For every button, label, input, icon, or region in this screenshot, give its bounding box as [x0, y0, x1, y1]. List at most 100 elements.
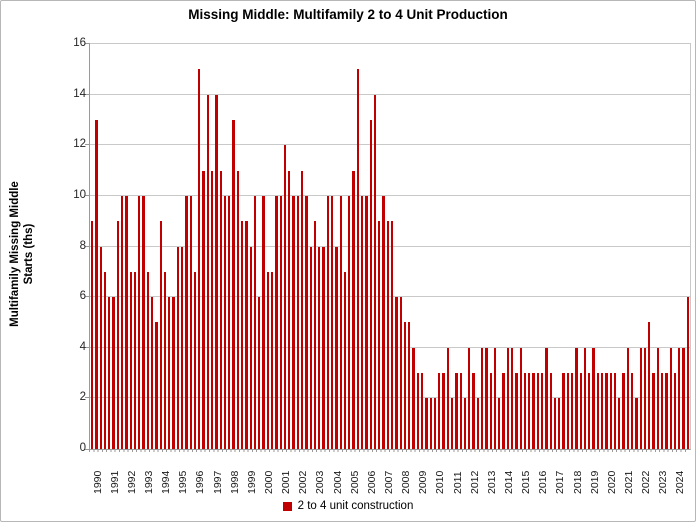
y-axis-tick: [85, 144, 90, 146]
bar: [343, 271, 347, 449]
bar: [480, 347, 484, 449]
x-year-label: 2018: [571, 470, 584, 494]
bar: [176, 246, 179, 449]
y-axis-tick: [85, 93, 90, 95]
x-year-label: 2017: [554, 470, 567, 494]
bar: [579, 373, 582, 449]
chart-title: Missing Middle: Multifamily 2 to 4 Unit …: [188, 7, 508, 22]
bar: [442, 373, 445, 449]
bar: [626, 347, 629, 449]
bar: [288, 170, 291, 449]
bar: [129, 271, 132, 449]
bar: [489, 373, 492, 449]
bar: [262, 195, 265, 449]
x-year-label: 2001: [280, 470, 293, 494]
gridline: [90, 296, 690, 298]
y-tick-label: 16: [73, 37, 86, 49]
bar: [112, 297, 115, 449]
bar: [163, 271, 167, 449]
bar: [219, 170, 222, 449]
bar: [682, 347, 685, 449]
bar: [275, 195, 278, 449]
bar: [330, 195, 334, 449]
bar: [253, 195, 257, 449]
x-year-label: 2021: [623, 470, 635, 494]
bar: [498, 398, 501, 449]
y-tick-label: 12: [73, 138, 86, 151]
bar: [309, 246, 312, 449]
x-year-label: 2005: [348, 470, 361, 494]
bar: [99, 246, 102, 449]
bar: [643, 347, 647, 449]
bar: [523, 373, 527, 449]
y-tick-label: 6: [79, 290, 86, 303]
bar: [258, 297, 261, 449]
gridline: [90, 346, 690, 348]
bar: [120, 195, 124, 449]
legend-swatch-icon: [282, 501, 292, 511]
bar: [159, 221, 162, 449]
y-axis-tick: [85, 296, 90, 298]
bar: [656, 347, 659, 449]
y-axis-tick: [85, 346, 90, 348]
bar: [348, 195, 351, 449]
bar: [403, 322, 407, 449]
bar: [150, 297, 154, 449]
bar: [502, 373, 505, 449]
y-axis-tick: [85, 397, 90, 399]
bar: [356, 69, 359, 449]
y-tick-label: 4: [79, 340, 86, 353]
bar: [506, 347, 509, 449]
bar: [438, 373, 441, 449]
bar: [592, 347, 595, 449]
y-axis-tick: [85, 194, 90, 196]
gridline: [90, 194, 690, 196]
bar: [378, 221, 381, 449]
bar: [223, 195, 227, 449]
bar: [450, 398, 454, 449]
bar: [270, 271, 274, 449]
bar: [463, 398, 467, 449]
bar: [395, 297, 398, 449]
bar: [103, 271, 107, 449]
bar: [116, 221, 119, 449]
x-year-label: 2000: [263, 470, 275, 494]
bar: [108, 297, 111, 449]
bar: [468, 347, 471, 449]
bar: [648, 322, 651, 449]
bar: [425, 398, 428, 449]
y-tick-label: 0: [79, 442, 86, 454]
x-year-label: 1999: [245, 470, 258, 494]
x-year-label: 1994: [160, 470, 173, 494]
x-year-label: 2010: [434, 470, 447, 494]
bar: [90, 221, 94, 449]
bar: [472, 373, 475, 449]
bar: [249, 246, 252, 449]
x-year-label: 2019: [588, 470, 601, 494]
bar: [652, 373, 655, 449]
bar: [210, 170, 214, 449]
x-year-label: 1993: [143, 470, 155, 494]
x-year-label: 1997: [211, 470, 224, 494]
x-year-label: 2014: [503, 470, 515, 494]
x-year-label: 1990: [91, 470, 104, 494]
bar: [168, 297, 171, 449]
bar: [305, 195, 308, 449]
bar: [605, 373, 608, 449]
x-year-label: 2011: [451, 471, 464, 494]
x-year-label: 2023: [657, 470, 670, 494]
y-tick-label: 2: [79, 391, 86, 404]
y-axis-tick: [85, 449, 90, 450]
bar: [382, 195, 385, 449]
x-year-label: 2006: [365, 470, 378, 494]
bar: [686, 297, 689, 449]
bar: [245, 221, 248, 449]
legend-label: 2 to 4 unit construction: [297, 500, 414, 512]
x-year-label: 2002: [297, 470, 310, 494]
bar: [476, 398, 479, 449]
bar: [412, 347, 415, 449]
bar: [399, 297, 402, 449]
bar: [420, 373, 424, 449]
bar: [292, 195, 295, 449]
